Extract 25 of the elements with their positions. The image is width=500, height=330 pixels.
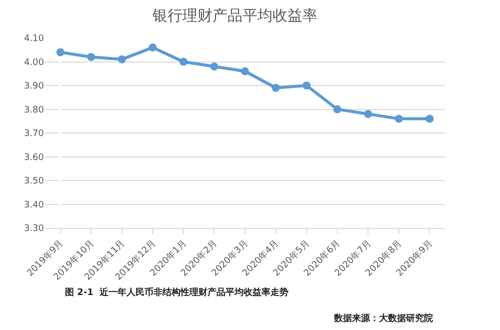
y-tick-label: 3.50 <box>24 176 44 187</box>
point <box>179 58 188 66</box>
point <box>148 44 157 52</box>
y-tick-label: 3.30 <box>24 224 44 234</box>
point <box>364 110 372 118</box>
y-tick-label: 3.80 <box>24 105 44 116</box>
point <box>210 62 218 70</box>
y-tick-label: 4.00 <box>24 58 44 68</box>
point <box>333 105 342 114</box>
point <box>394 114 403 123</box>
y-tick-label: 3.90 <box>24 82 44 92</box>
point <box>241 67 249 76</box>
y-tick-label: 3.60 <box>24 152 44 163</box>
point <box>56 48 64 56</box>
y-tick-label: 3.40 <box>24 200 44 210</box>
point <box>302 82 311 90</box>
y-tick-label: 4.10 <box>24 34 44 44</box>
y-tick-label: 3.70 <box>24 129 44 140</box>
source-note: 数据来源：大数据研究院 <box>333 313 433 324</box>
point <box>272 84 280 92</box>
point <box>118 55 126 64</box>
chart-title: 银行理财产品平均收益率 <box>152 6 318 24</box>
point <box>426 114 434 123</box>
point <box>87 53 96 61</box>
caption: 图 2-1 近一年人民币非结构性理财产品平均收益率走势 <box>65 287 289 298</box>
